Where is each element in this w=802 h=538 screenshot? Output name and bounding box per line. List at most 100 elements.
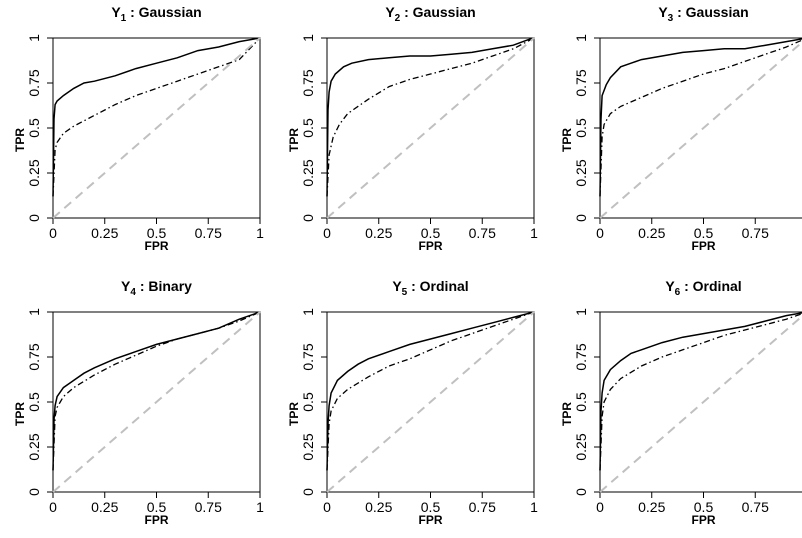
y-tick-label: 0 <box>573 214 589 222</box>
x-tick-label: 0.75 <box>195 499 222 515</box>
roc-panel-5: Y5 : Ordinal 0 0.25 0.5 0.75 1 FPR 0 0.25 0.5 0.75… <box>287 278 538 527</box>
y-tick-label: 0.75 <box>300 69 316 96</box>
y-tick-label: 0.25 <box>573 159 589 186</box>
reference-diagonal <box>52 311 261 493</box>
y-tick-label: 0 <box>300 488 316 496</box>
y-tick-label: 1 <box>573 34 589 42</box>
x-tick-label: 0.75 <box>742 225 769 241</box>
roc-curve-solid <box>52 311 261 471</box>
y-tick-label: 0 <box>573 488 589 496</box>
x-tick-label: 1 <box>530 225 538 241</box>
y-tick-label: 0.75 <box>573 69 589 96</box>
x-axis-label: FPR <box>145 239 169 253</box>
y-tick-label: 0.25 <box>300 159 316 186</box>
x-axis-label: FPR <box>145 513 169 527</box>
x-tick-label: 0.25 <box>638 225 665 241</box>
roc-panel-4: Y4 : Binary 0 0.25 0.5 0.75 1 FPR 0 0.25 0.5 0.75 1… <box>13 278 264 527</box>
roc-curve-solid <box>599 38 802 197</box>
x-tick-label: 0.75 <box>195 225 222 241</box>
reference-diagonal <box>52 37 261 219</box>
reference-diagonal <box>599 315 802 493</box>
roc-curve-solid <box>52 37 261 197</box>
y-tick-label: 1 <box>300 308 316 316</box>
x-tick-label: 0 <box>323 225 331 241</box>
x-tick-label: 0.75 <box>469 225 496 241</box>
y-tick-label: 0.5 <box>26 392 42 412</box>
y-tick-label: 0.5 <box>573 118 589 138</box>
y-tick-label: 1 <box>573 308 589 316</box>
x-tick-label: 1 <box>256 499 264 515</box>
y-tick-label: 0 <box>300 214 316 222</box>
y-tick-label: 0.25 <box>573 433 589 460</box>
panel-title: Y1 : Gaussian <box>111 4 201 24</box>
x-tick-label: 0.25 <box>365 499 392 515</box>
x-axis-label: FPR <box>419 513 443 527</box>
x-tick-label: 0.5 <box>694 499 714 515</box>
y-tick-label: 0.5 <box>573 392 589 412</box>
y-axis-label: TPR <box>560 128 574 152</box>
x-tick-label: 1 <box>530 499 538 515</box>
roc-panel-2: Y2 : Gaussian 0 0.25 0.5 0.75 1 FPR 0 0.25 0.5 0.7… <box>287 4 538 253</box>
x-tick-label: 0.5 <box>421 225 441 241</box>
panel-title: Y3 : Gaussian <box>658 4 748 24</box>
y-axis-label: TPR <box>287 128 301 152</box>
roc-panel-1: Y1 : Gaussian 0 0.25 0.5 0.75 1 FPR 0 0.25 0.5 0.7… <box>13 4 264 253</box>
plot-frame <box>599 37 802 219</box>
x-tick-label: 0 <box>596 499 604 515</box>
roc-panel-3: Y3 : Gaussian 0 0.25 0.5 0.75 1 FPR 0 0.25 0.5 0.7… <box>560 4 802 253</box>
y-tick-label: 0.5 <box>300 392 316 412</box>
y-tick-label: 0.25 <box>300 433 316 460</box>
x-tick-label: 0.25 <box>91 499 118 515</box>
roc-curve-solid <box>599 312 802 471</box>
x-tick-label: 0.25 <box>365 225 392 241</box>
y-axis-label: TPR <box>13 402 27 426</box>
x-tick-label: 0.5 <box>694 225 714 241</box>
x-tick-label: 0.5 <box>421 499 441 515</box>
x-tick-label: 0 <box>49 499 57 515</box>
plot-frame <box>599 311 802 493</box>
x-tick-label: 0.75 <box>742 499 769 515</box>
y-tick-label: 0 <box>26 214 42 222</box>
x-axis-label: FPR <box>419 239 443 253</box>
y-axis-label: TPR <box>13 128 27 152</box>
y-tick-label: 1 <box>26 308 42 316</box>
x-tick-label: 0 <box>596 225 604 241</box>
roc-curve-dotdash <box>326 311 535 471</box>
y-tick-label: 0.75 <box>26 69 42 96</box>
panel-title: Y5 : Ordinal <box>392 278 468 298</box>
y-tick-label: 0.75 <box>573 343 589 370</box>
roc-curve-solid <box>326 311 535 471</box>
panel-title: Y6 : Ordinal <box>665 278 741 298</box>
y-tick-label: 0.5 <box>26 118 42 138</box>
roc-curve-solid <box>326 37 535 197</box>
x-tick-label: 0 <box>323 499 331 515</box>
x-axis-label: FPR <box>692 513 716 527</box>
reference-diagonal <box>599 41 802 219</box>
y-tick-label: 1 <box>300 34 316 42</box>
y-tick-label: 0.25 <box>26 433 42 460</box>
roc-curve-dotdash <box>599 313 802 471</box>
x-tick-label: 1 <box>256 225 264 241</box>
y-tick-label: 1 <box>26 34 42 42</box>
roc-panel-6: Y6 : Ordinal 0 0.25 0.5 0.75 1 FPR 0 0.25 0.5 0.75… <box>560 278 802 527</box>
y-tick-label: 0.25 <box>26 159 42 186</box>
y-axis-label: TPR <box>287 402 301 426</box>
y-axis-label: TPR <box>560 402 574 426</box>
roc-curve-dotdash <box>52 311 261 471</box>
y-tick-label: 0.75 <box>26 343 42 370</box>
x-tick-label: 0.75 <box>469 499 496 515</box>
roc-curve-dotdash <box>52 37 261 197</box>
reference-diagonal <box>326 37 535 219</box>
roc-curve-dotdash <box>599 39 802 197</box>
panel-title: Y4 : Binary <box>121 278 192 298</box>
panel-title: Y2 : Gaussian <box>385 4 475 24</box>
x-tick-label: 0.25 <box>638 499 665 515</box>
x-tick-label: 0.5 <box>147 499 167 515</box>
y-tick-label: 0.75 <box>300 343 316 370</box>
y-tick-label: 0 <box>26 488 42 496</box>
x-tick-label: 0 <box>49 225 57 241</box>
x-tick-label: 0.5 <box>147 225 167 241</box>
y-tick-label: 0.5 <box>300 118 316 138</box>
x-axis-label: FPR <box>692 239 716 253</box>
